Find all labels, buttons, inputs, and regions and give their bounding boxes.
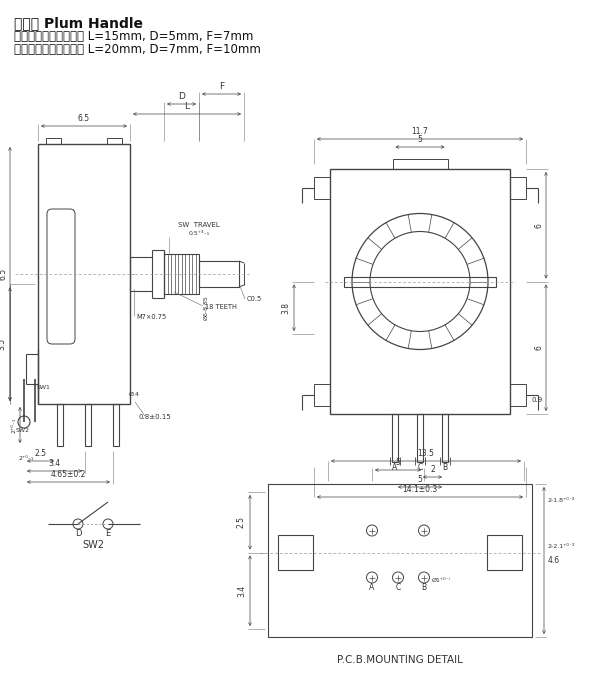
Bar [487,535,522,570]
Text: F: F [219,82,224,91]
Bar [314,384,330,406]
Text: 2: 2 [430,465,435,474]
Text: 3.4: 3.4 [237,584,246,597]
Text: Ø.4: Ø.4 [128,392,139,397]
Text: 2-1.8⁺⁰˙²: 2-1.8⁺⁰˙² [548,498,575,503]
Text: Ø1⁺⁰˙ⁱ: Ø1⁺⁰˙ⁱ [432,577,451,582]
Bar [199,261,239,287]
Text: D: D [75,529,81,538]
Text: 4.6: 4.6 [548,556,560,565]
Text: 6.5: 6.5 [78,114,90,123]
Text: 3.4: 3.4 [49,459,61,468]
Text: แกน Plum Handle: แกน Plum Handle [14,16,143,30]
Text: 2⁺⁰₋₁: 2⁺⁰₋₁ [18,456,34,461]
Text: 2⁺⁰₋₁: 2⁺⁰₋₁ [12,417,17,433]
Text: SW2: SW2 [82,540,104,550]
Text: 6: 6 [534,223,543,228]
Bar [392,159,448,169]
Text: Ø6-8.85: Ø6-8.85 [204,295,209,319]
Text: B: B [442,463,448,472]
Text: 5: 5 [418,475,422,484]
Text: 0.5⁺³₋₁: 0.5⁺³₋₁ [188,231,209,236]
Text: 5: 5 [395,458,400,467]
Text: SW2: SW2 [16,428,30,433]
Bar [417,414,423,462]
Bar [46,138,61,144]
Text: P.C.B.MOUNTING DETAIL: P.C.B.MOUNTING DETAIL [337,655,463,665]
Bar [344,277,496,287]
Bar [330,169,510,414]
Text: 4.65±0.2: 4.65±0.2 [51,470,86,479]
Text: 13.5: 13.5 [418,449,434,458]
Text: 0.9: 0.9 [531,397,542,403]
Text: C0.5: C0.5 [247,296,262,302]
Text: SW1: SW1 [37,385,51,390]
Text: C: C [418,463,422,472]
Bar [85,404,91,446]
Text: A: A [370,584,374,593]
Bar [107,138,122,144]
Bar [442,414,448,462]
Text: 2-2.1⁺⁰˙²: 2-2.1⁺⁰˙² [548,544,575,549]
Text: 11.7: 11.7 [412,127,428,136]
Bar [268,484,532,637]
Text: 0.8±0.15: 0.8±0.15 [139,414,172,420]
Bar [278,535,313,570]
Text: C: C [395,584,401,593]
Text: SW  TRAVEL: SW TRAVEL [178,222,220,228]
Bar [130,257,152,291]
Bar [314,177,330,199]
Text: M7×0.75: M7×0.75 [136,314,166,320]
Text: 6.5: 6.5 [0,268,7,280]
Text: A: A [392,463,398,472]
Bar [392,414,398,462]
Text: 6: 6 [534,345,543,350]
Text: 18 TEETH: 18 TEETH [205,304,237,310]
Text: B: B [421,584,427,593]
Text: 14.1±0.3: 14.1±0.3 [403,485,437,494]
Text: ความยาวแกน L=20mm, D=7mm, F=10mm: ความยาวแกน L=20mm, D=7mm, F=10mm [14,43,261,56]
Text: ความยาวแกน L=15mm, D=5mm, F=7mm: ความยาวแกน L=15mm, D=5mm, F=7mm [14,30,253,43]
Bar [57,404,63,446]
Bar [38,144,130,404]
Text: 3.8: 3.8 [281,302,290,314]
Text: 5: 5 [418,135,422,144]
Bar [510,384,526,406]
Text: 3.5: 3.5 [0,338,6,350]
Text: D: D [178,92,185,101]
Text: L: L [185,102,190,111]
Text: 2.5: 2.5 [237,517,246,528]
Text: E: E [106,529,110,538]
Bar [510,177,526,199]
Bar [164,254,199,294]
Bar [113,404,119,446]
Text: 2.5: 2.5 [35,449,47,458]
